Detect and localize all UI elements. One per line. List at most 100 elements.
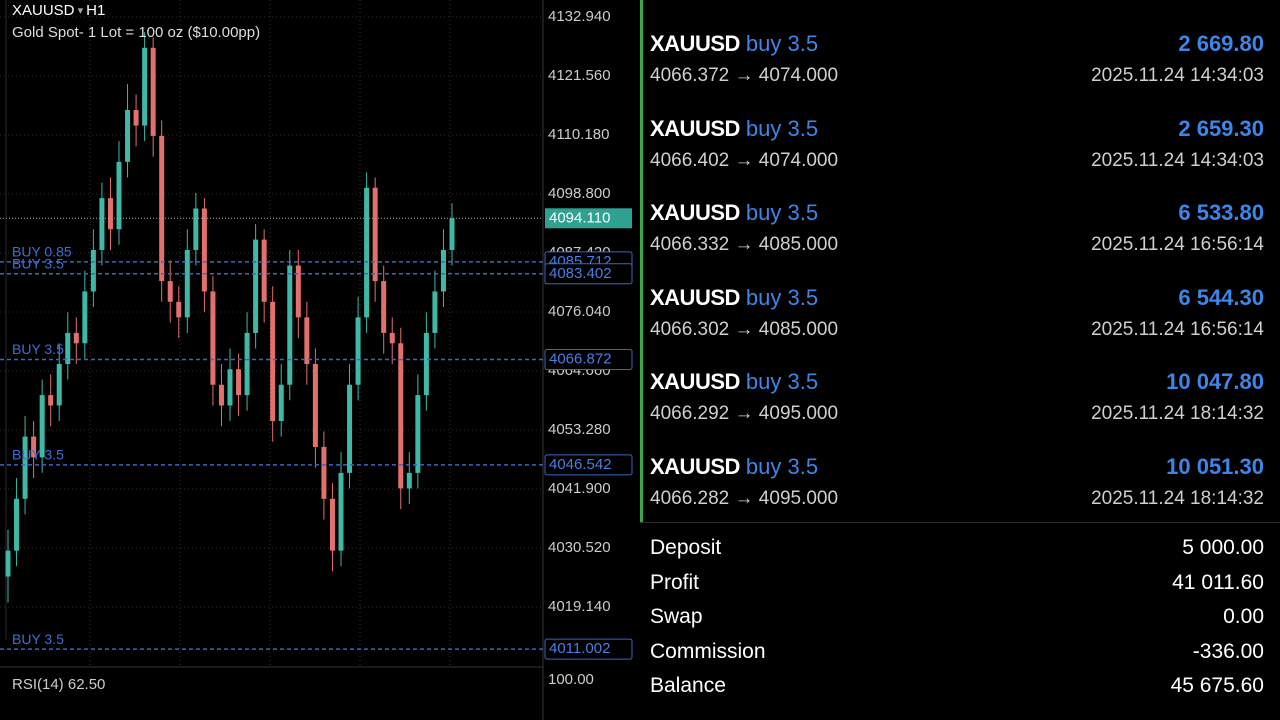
trade-time: 2025.11.24 18:14:32 <box>1091 403 1264 425</box>
trade-profit: 2 669.80 <box>1178 31 1264 56</box>
order-label: BUY 3.5 <box>12 256 64 272</box>
y-tick-label: 4121.560 <box>548 67 611 84</box>
candle-body <box>133 110 139 126</box>
candle-body <box>82 291 88 344</box>
summary-value: 0.00 <box>1223 605 1264 629</box>
y-tick-label: 4110.180 <box>548 126 609 143</box>
trade-details: 4066.292 → 4095.000 2025.11.24 18:14:32 <box>650 403 1264 425</box>
trade-header: XAUUSD buy 3.5 6 544.30 <box>650 285 1264 311</box>
candle-body <box>159 135 165 282</box>
trade-profit: 10 047.80 <box>1166 369 1264 395</box>
trade-symbol: XAUUSD <box>650 115 740 141</box>
trade-prices: 4066.372 → 4074.000 <box>650 65 839 86</box>
candle-body <box>295 265 301 318</box>
candle-body <box>423 332 429 396</box>
candle-body <box>355 317 361 385</box>
candle-body <box>270 301 276 422</box>
summary-label: Commission <box>650 639 766 663</box>
rsi-level: 100.00 <box>548 671 594 688</box>
candle-body <box>244 332 250 396</box>
candle-body <box>150 47 156 136</box>
candle-body <box>31 436 37 458</box>
summary-label: Swap <box>650 605 703 629</box>
order-label: BUY 3.5 <box>12 447 64 463</box>
candle-body <box>381 281 387 333</box>
symbol-header: XAUUSD ▾ H1 <box>12 2 105 19</box>
trade-list: XAUUSD buy 3.5 2 669.80 4066.372 → 4074.000… <box>640 0 1280 522</box>
summary-row: Balance 45 675.60 <box>650 669 1264 703</box>
trade-row: XAUUSD buy 3.5 2 669.80 4066.372 → 4074.000… <box>650 25 1264 109</box>
candle-body <box>39 395 45 458</box>
trade-prices: 4066.292 → 4095.000 <box>650 403 839 425</box>
candle-body <box>372 187 378 282</box>
order-price-box <box>544 454 633 476</box>
trade-time: 2025.11.24 18:14:32 <box>1091 488 1264 509</box>
candle-body <box>406 472 412 489</box>
candle-body <box>321 446 327 499</box>
y-tick-label: 4098.800 <box>548 185 611 202</box>
y-tick-label: 4019.140 <box>548 598 611 615</box>
trade-prices: 4066.402 → 4074.000 <box>650 149 839 171</box>
trade-side: buy 3.5 <box>745 454 819 479</box>
candle-body <box>167 281 173 302</box>
timeframe: H1 <box>86 2 105 19</box>
trade-symbol: XAUUSD <box>650 454 740 479</box>
trade-side: buy 3.5 <box>745 284 819 310</box>
order-price-box <box>544 348 633 370</box>
trade-title: XAUUSD buy 3.5 <box>650 116 818 142</box>
trade-details: 4066.332 → 4085.000 2025.11.24 16:56:14 <box>650 234 1264 256</box>
candle-body <box>107 198 113 230</box>
trade-details: 4066.402 → 4074.000 2025.11.24 14:34:03 <box>650 150 1264 172</box>
order-label: BUY 0.85 <box>12 244 72 260</box>
rsi-label: RSI(14) 62.50 <box>12 676 105 693</box>
trade-title: XAUUSD buy 3.5 <box>650 454 818 480</box>
trade-symbol: XAUUSD <box>650 200 740 226</box>
summary-value: 5 000.00 <box>1182 536 1264 559</box>
order-price-label: 4066.872 <box>549 350 612 367</box>
candle-body <box>90 249 96 292</box>
trade-profit: 6 544.30 <box>1178 284 1264 310</box>
summary-row: Deposit 5 000.00 <box>650 531 1264 565</box>
trade-time: 2025.11.24 14:34:03 <box>1091 149 1264 171</box>
trade-title: XAUUSD buy 3.5 <box>650 31 818 57</box>
candle-body <box>253 239 259 333</box>
candle-body <box>193 208 199 250</box>
candle-body <box>14 498 20 551</box>
trade-time: 2025.11.24 14:34:03 <box>1091 65 1264 86</box>
y-tick-label: 4132.940 <box>548 8 611 25</box>
trade-side: buy 3.5 <box>745 115 819 141</box>
candle-body <box>261 239 267 302</box>
trade-symbol: XAUUSD <box>650 369 740 395</box>
candle-body <box>210 291 216 385</box>
order-label: BUY 3.5 <box>12 631 64 647</box>
trade-symbol: XAUUSD <box>650 31 740 56</box>
trade-symbol: XAUUSD <box>650 284 740 310</box>
candle-body <box>142 47 148 126</box>
candle-body <box>312 364 318 447</box>
candle-body <box>176 301 182 318</box>
candle-body <box>389 332 395 344</box>
summary-row: Swap 0.00 <box>650 600 1264 634</box>
summary-label: Deposit <box>650 536 722 559</box>
current-price-label: 4094.110 <box>549 209 610 226</box>
trade-row: XAUUSD buy 3.5 10 047.80 4066.292 → 4095.00… <box>650 363 1264 447</box>
y-tick-label: 4041.900 <box>548 480 611 497</box>
candle-body <box>201 208 207 292</box>
candle-body <box>116 161 122 230</box>
summary-label: Profit <box>650 570 700 594</box>
trade-header: XAUUSD buy 3.5 2 669.80 <box>650 31 1264 57</box>
symbol: XAUUSD <box>12 2 75 19</box>
marks <box>0 16 543 608</box>
order-price-label: 4011.002 <box>549 640 610 657</box>
candle-body <box>278 384 284 422</box>
order-price-label: 4083.402 <box>549 265 612 282</box>
trade-profit: 2 659.30 <box>1178 115 1264 141</box>
trade-title: XAUUSD buy 3.5 <box>650 200 818 226</box>
candle-body <box>415 395 421 473</box>
trade-prices: 4066.302 → 4085.000 <box>650 318 839 340</box>
candle-body <box>227 369 233 406</box>
summary-label: Balance <box>650 674 726 698</box>
candle-body <box>99 198 105 250</box>
y-tick-label: 4053.280 <box>548 421 611 438</box>
trade-header: XAUUSD buy 3.5 10 047.80 <box>650 369 1264 395</box>
